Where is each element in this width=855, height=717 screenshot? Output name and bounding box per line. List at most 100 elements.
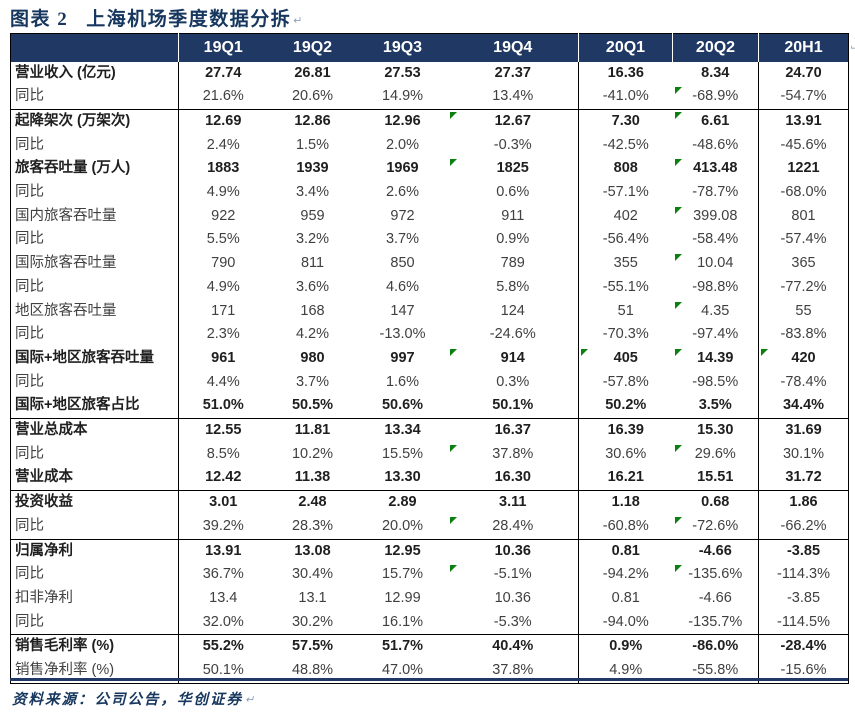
cell: 5.8% xyxy=(496,278,530,295)
cell: -78.4% xyxy=(758,370,849,395)
source-note: 资料来源：公司公告，华创证券 ↵ xyxy=(12,688,254,709)
cell: -77.2% xyxy=(758,275,849,300)
cell: 2.48 xyxy=(267,490,358,515)
cell: 811 xyxy=(300,255,325,272)
row-label: 同比 xyxy=(15,613,44,630)
cell-with-flag-icon: -135.6% xyxy=(673,563,759,587)
cell: -3.85 xyxy=(758,586,849,611)
cell: 13.30 xyxy=(384,469,421,486)
cell: 48.8% xyxy=(291,662,334,679)
table-row: 同比 8.5% 10.2% 15.5% 37.8% 30.6% 29.6% 30.1% xyxy=(11,442,849,467)
cell: 55.2% xyxy=(178,634,268,660)
row-label: 营业收入 (亿元) xyxy=(15,64,116,81)
cell: 13.34 xyxy=(357,418,448,443)
cell: -56.4% xyxy=(578,228,673,253)
cell: -28.4% xyxy=(758,634,849,660)
row-label: 同比 xyxy=(15,278,44,295)
cell: 16.37 xyxy=(447,418,579,443)
row-label: 旅客吞吐量 (万人) xyxy=(15,160,131,177)
cell: 40.4% xyxy=(447,634,579,660)
row-label: 同比 xyxy=(15,566,44,583)
cell: 3.11 xyxy=(447,490,579,515)
cell: 50.1% xyxy=(492,397,534,414)
table-row: 同比 36.7% 30.4% 15.7% -5.1% -94.2% -135.6% -114.… xyxy=(11,563,849,587)
cell: -42.5% xyxy=(578,133,673,158)
cell: 20.0% xyxy=(381,517,424,534)
table-row: 同比 2.4% 1.5% 2.0% -0.3% -42.5% -48.6% -45.6% xyxy=(11,133,849,158)
figure-title: 图表 2 上海机场季度数据分拆 ↵ xyxy=(10,4,303,30)
table-header: 19Q1 19Q2 19Q3 19Q4 20Q1 20Q2 20H1 xyxy=(10,33,849,62)
cell-with-flag-icon: 28.4% xyxy=(448,515,579,539)
row-label: 国际+地区旅客占比 xyxy=(15,397,140,414)
cell: 20.6% xyxy=(291,88,334,105)
cell: -78.7% xyxy=(692,184,739,201)
cell-with-flag-icon: 420 xyxy=(758,346,849,371)
cell-with-flag-icon: 405 xyxy=(578,346,673,371)
cell: 0.9% xyxy=(496,231,530,248)
cell: -86.0% xyxy=(672,634,759,660)
cell: 3.2% xyxy=(295,231,330,248)
cell: 1939 xyxy=(296,160,329,177)
header-row: 19Q1 19Q2 19Q3 19Q4 20Q1 20Q2 20H1 xyxy=(10,33,849,62)
return-mark-icon: ↵ xyxy=(245,694,255,706)
row-label: 同比 xyxy=(15,88,44,105)
cell: 10.36 xyxy=(494,589,531,606)
cell: 16.21 xyxy=(578,466,673,491)
cell: 1883 xyxy=(178,157,268,182)
row-label: 营业总成本 xyxy=(10,418,179,443)
cell-with-flag-icon: 399.08 xyxy=(673,205,759,229)
cell: -98.5% xyxy=(692,373,739,390)
cell: -24.6% xyxy=(489,326,536,343)
cell: 15.7% xyxy=(381,566,424,583)
cell: 3.01 xyxy=(178,490,268,515)
cell: 15.51 xyxy=(697,469,734,486)
cell: 0.81 xyxy=(578,586,673,611)
cell: 30.2% xyxy=(291,613,334,630)
cell: -114.5% xyxy=(758,610,849,635)
cell: 12.42 xyxy=(178,466,268,491)
cell-with-flag-icon: 14.39 xyxy=(673,347,759,371)
cell: 11.38 xyxy=(294,469,331,486)
cell: 168 xyxy=(300,302,325,319)
cell: 7.30 xyxy=(578,108,673,134)
cell: 12.86 xyxy=(267,108,358,134)
cell: 2.89 xyxy=(357,490,448,515)
cell: 4.2% xyxy=(295,326,330,343)
row-label: 营业成本 xyxy=(15,469,73,486)
cell: -58.4% xyxy=(692,231,739,248)
cell: 1221 xyxy=(758,157,849,182)
cell: -66.2% xyxy=(758,514,849,540)
table-row: 同比 39.2% 28.3% 20.0% 28.4% -60.8% -72.6% -66.2% xyxy=(11,514,849,540)
cell: -4.66 xyxy=(672,538,759,564)
cell: 8.5% xyxy=(178,442,268,467)
table-row: 起降架次 (万架次) 12.69 12.86 12.96 12.67 7.30 6.61 13… xyxy=(10,108,849,134)
cell: 972 xyxy=(390,207,415,224)
table-row: 同比 4.4% 3.7% 1.6% 0.3% -57.8% -98.5% -78.4% xyxy=(11,370,849,395)
cell: 26.81 xyxy=(294,64,331,81)
table-row: 地区旅客吞吐量 171 168 147 124 51 4.35 55 xyxy=(11,299,849,324)
cell: -135.7% xyxy=(688,613,743,630)
cell: -70.3% xyxy=(578,323,673,347)
row-label: 销售毛利率 (%) xyxy=(10,634,179,660)
cell: 13.08 xyxy=(267,538,358,564)
cell: -48.6% xyxy=(692,136,739,153)
cell: -57.4% xyxy=(758,228,849,253)
cell: 3.7% xyxy=(385,231,420,248)
figure-title-text: 上海机场季度数据分拆 xyxy=(86,9,292,30)
cell: 3.6% xyxy=(295,278,330,295)
cell: 57.5% xyxy=(267,634,358,660)
quarterly-data-table: 19Q1 19Q2 19Q3 19Q4 20Q1 20Q2 20H1 营业收入 (亿元) 27… xyxy=(10,33,849,684)
cell: -94.0% xyxy=(578,610,673,635)
cell: 790 xyxy=(178,252,268,276)
cell-with-flag-icon: -68.9% xyxy=(673,85,759,109)
cell-with-flag-icon: 10.04 xyxy=(673,252,759,276)
cell: 4.4% xyxy=(178,370,268,395)
cell: 980 xyxy=(300,349,325,366)
cell: 12.69 xyxy=(178,108,268,134)
cell: 12.95 xyxy=(357,538,448,564)
page-anchor-mark: ⌙ xyxy=(850,42,855,53)
source-text: 资料来源：公司公告，华创证券 xyxy=(12,692,243,708)
cell: 31.69 xyxy=(758,418,849,443)
row-label: 国际+地区旅客吞吐量 xyxy=(15,349,154,366)
cell: -57.8% xyxy=(578,370,673,395)
